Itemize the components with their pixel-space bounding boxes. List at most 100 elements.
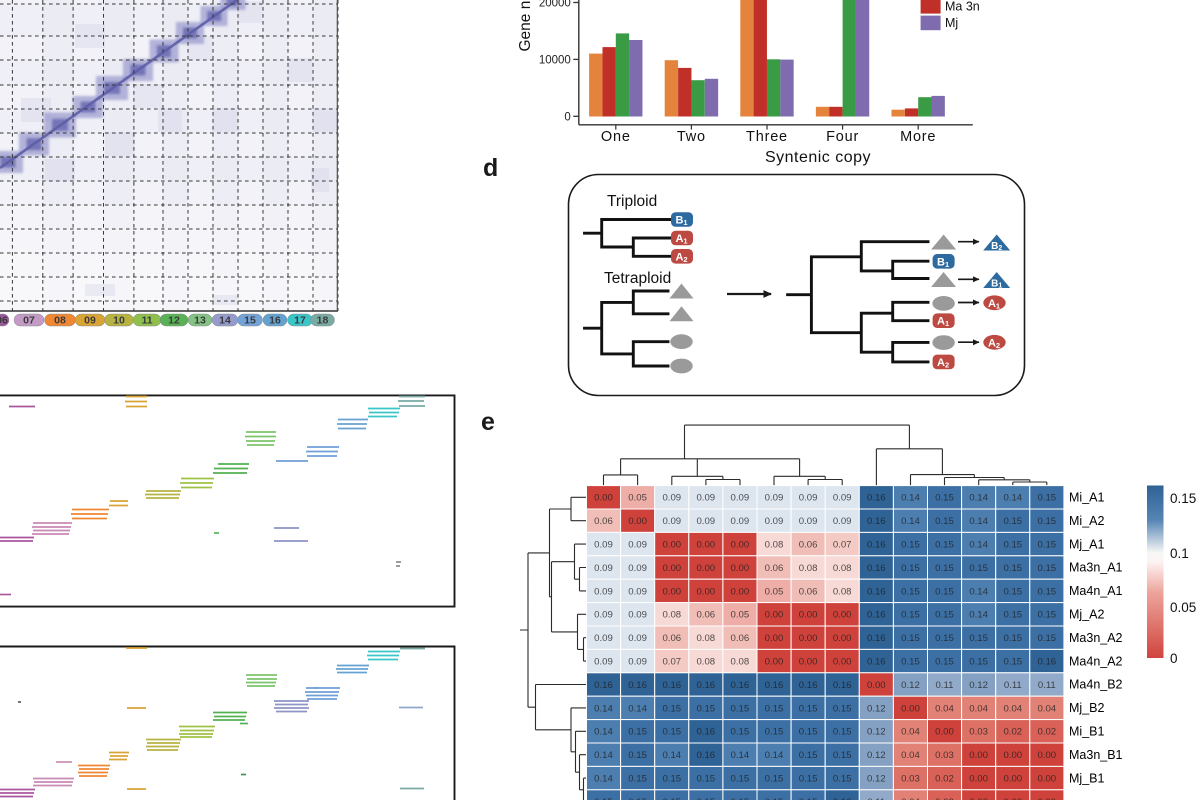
svg-text:0.15: 0.15 xyxy=(731,703,750,714)
svg-text:0.04: 0.04 xyxy=(901,727,920,738)
svg-text:0.15: 0.15 xyxy=(799,703,818,714)
svg-text:0.14: 0.14 xyxy=(594,774,613,785)
svg-text:0.09: 0.09 xyxy=(628,610,647,621)
svg-text:0.04: 0.04 xyxy=(969,703,988,714)
svg-text:0.00: 0.00 xyxy=(662,586,681,597)
svg-text:One: One xyxy=(601,129,631,145)
svg-text:0.00: 0.00 xyxy=(1037,774,1056,785)
svg-text:0.09: 0.09 xyxy=(594,633,613,644)
svg-text:Ma3n_A2: Ma3n_A2 xyxy=(1069,631,1123,645)
svg-text:0.16: 0.16 xyxy=(799,680,818,691)
svg-text:0.14: 0.14 xyxy=(969,610,988,621)
svg-text:0.12: 0.12 xyxy=(867,774,886,785)
svg-text:0.09: 0.09 xyxy=(628,657,647,668)
svg-text:0.05: 0.05 xyxy=(731,610,750,621)
svg-text:0.14: 0.14 xyxy=(594,750,613,761)
svg-text:0.15: 0.15 xyxy=(1003,610,1022,621)
svg-text:0.06: 0.06 xyxy=(594,516,613,527)
svg-text:0.15: 0.15 xyxy=(1037,516,1056,527)
svg-text:0.15: 0.15 xyxy=(765,774,784,785)
svg-text:0.00: 0.00 xyxy=(696,540,715,551)
svg-text:0.05: 0.05 xyxy=(765,586,784,597)
svg-text:0.15: 0.15 xyxy=(799,750,818,761)
svg-text:0.16: 0.16 xyxy=(867,657,886,668)
svg-text:20000: 20000 xyxy=(539,0,571,10)
svg-text:0.00: 0.00 xyxy=(765,657,784,668)
svg-text:0.06: 0.06 xyxy=(765,563,784,574)
svg-text:0.16: 0.16 xyxy=(662,680,681,691)
svg-text:Four: Four xyxy=(826,129,859,145)
svg-text:0.09: 0.09 xyxy=(662,493,681,504)
svg-text:0.16: 0.16 xyxy=(867,540,886,551)
svg-text:0.15: 0.15 xyxy=(833,703,852,714)
svg-text:0.00: 0.00 xyxy=(1003,750,1022,761)
svg-text:0.08: 0.08 xyxy=(662,610,681,621)
svg-text:0.09: 0.09 xyxy=(696,493,715,504)
svg-text:0.08: 0.08 xyxy=(833,563,852,574)
svg-text:0.16: 0.16 xyxy=(867,586,886,597)
svg-text:0.04: 0.04 xyxy=(1037,703,1056,714)
svg-text:0.14: 0.14 xyxy=(594,727,613,738)
svg-text:0.00: 0.00 xyxy=(833,657,852,668)
svg-text:Ma4n_B2: Ma4n_B2 xyxy=(1069,678,1123,692)
svg-text:0.00: 0.00 xyxy=(765,610,784,621)
svg-text:0.15: 0.15 xyxy=(969,657,988,668)
svg-text:0.04: 0.04 xyxy=(935,703,954,714)
svg-text:0.15: 0.15 xyxy=(662,774,681,785)
svg-text:0.15: 0.15 xyxy=(1003,563,1022,574)
svg-text:0.15: 0.15 xyxy=(833,750,852,761)
svg-text:0.15: 0.15 xyxy=(799,774,818,785)
svg-text:06: 06 xyxy=(0,315,8,327)
svg-text:B1: B1 xyxy=(991,279,1002,290)
svg-text:0.14: 0.14 xyxy=(1003,493,1022,504)
svg-text:0.00: 0.00 xyxy=(799,610,818,621)
svg-text:Ma 3n: Ma 3n xyxy=(945,0,980,14)
svg-text:10: 10 xyxy=(113,315,125,327)
svg-text:15: 15 xyxy=(244,315,256,327)
svg-text:0.15: 0.15 xyxy=(1037,610,1056,621)
svg-text:0.00: 0.00 xyxy=(833,633,852,644)
svg-text:0.06: 0.06 xyxy=(799,540,818,551)
svg-text:0.16: 0.16 xyxy=(833,680,852,691)
svg-text:0.11: 0.11 xyxy=(867,797,885,800)
svg-text:0.04: 0.04 xyxy=(1003,703,1022,714)
svg-text:0.00: 0.00 xyxy=(696,563,715,574)
svg-text:0.00: 0.00 xyxy=(662,540,681,551)
svg-text:0.15: 0.15 xyxy=(696,703,715,714)
svg-text:A1: A1 xyxy=(988,298,1000,311)
svg-text:0.00: 0.00 xyxy=(1003,797,1022,800)
svg-text:0.03: 0.03 xyxy=(901,774,920,785)
svg-text:0.15: 0.15 xyxy=(901,540,920,551)
svg-text:0.15: 0.15 xyxy=(628,727,647,738)
svg-text:0.00: 0.00 xyxy=(799,657,818,668)
svg-text:0.00: 0.00 xyxy=(833,610,852,621)
svg-text:10000: 10000 xyxy=(539,54,571,66)
svg-text:0.15: 0.15 xyxy=(799,727,818,738)
svg-text:0.1: 0.1 xyxy=(1170,546,1189,561)
svg-text:0.15: 0.15 xyxy=(662,703,681,714)
svg-text:0.14: 0.14 xyxy=(628,703,647,714)
svg-text:Mi_A2: Mi_A2 xyxy=(1069,514,1104,528)
svg-text:B2: B2 xyxy=(991,241,1002,252)
svg-text:Mj_B2: Mj_B2 xyxy=(1069,701,1104,715)
svg-text:0.16: 0.16 xyxy=(867,610,886,621)
svg-text:0.15: 0.15 xyxy=(935,516,954,527)
svg-text:0.08: 0.08 xyxy=(696,657,715,668)
svg-text:Tetraploid: Tetraploid xyxy=(604,270,671,287)
svg-text:0.09: 0.09 xyxy=(799,493,818,504)
svg-text:A2: A2 xyxy=(675,251,687,264)
svg-text:0.12: 0.12 xyxy=(969,680,988,691)
svg-text:0.15: 0.15 xyxy=(731,774,750,785)
svg-text:0.00: 0.00 xyxy=(1037,750,1056,761)
svg-text:0.16: 0.16 xyxy=(833,797,852,800)
svg-text:0.16: 0.16 xyxy=(867,493,886,504)
svg-text:0.00: 0.00 xyxy=(594,493,613,504)
svg-text:0.09: 0.09 xyxy=(765,493,784,504)
svg-text:0.15: 0.15 xyxy=(1037,586,1056,597)
svg-text:0.15: 0.15 xyxy=(1037,633,1056,644)
svg-text:0.16: 0.16 xyxy=(867,633,886,644)
svg-text:0.15: 0.15 xyxy=(935,493,954,504)
svg-text:0.00: 0.00 xyxy=(799,633,818,644)
svg-text:18: 18 xyxy=(317,315,329,327)
svg-text:0.09: 0.09 xyxy=(594,610,613,621)
